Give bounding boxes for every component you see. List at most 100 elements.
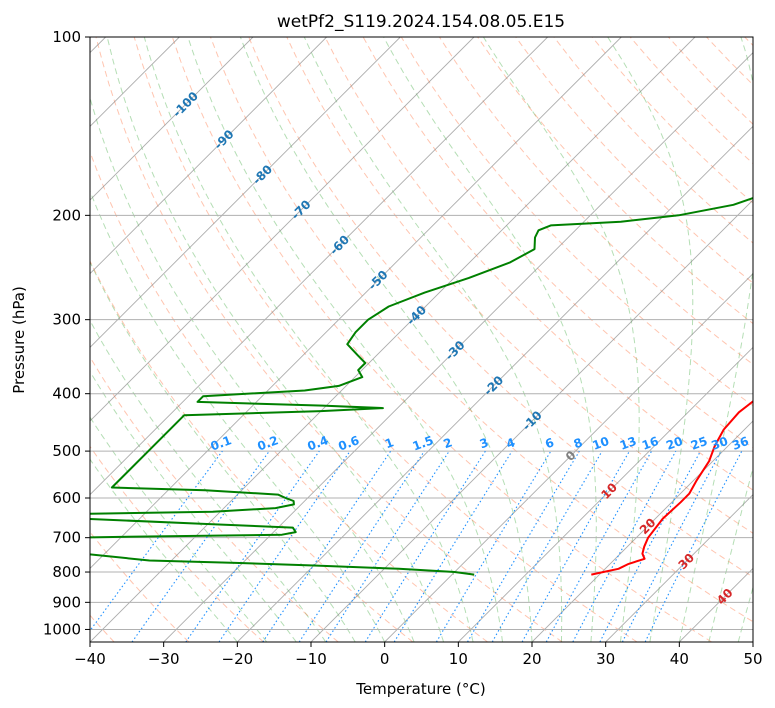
moist-adiabat-line: [737, 585, 753, 642]
mixing-ratio-label: 0.2: [256, 433, 281, 453]
mixing-ratio-line: [90, 450, 223, 632]
x-tick-label: −10: [295, 650, 327, 668]
x-tick-label: 30: [596, 650, 615, 668]
moist-adiabat-line: [90, 416, 268, 642]
dewpoint-profile-line: [90, 196, 753, 576]
moist-adiabat-line: [187, 37, 503, 642]
mixing-ratio-labels: 0.1 0.2 0.4 0.6 1 1.5 2 3 4 6 8 10 13 16 20 25 30 36: [209, 433, 751, 453]
isotherm-line: [90, 37, 327, 275]
moist-adiabat-line: [708, 466, 753, 642]
dry-adiabat-line: [171, 37, 712, 642]
y-axis-label: Pressure (hPa): [10, 286, 28, 394]
x-tick-label: 20: [522, 650, 541, 668]
x-tick-label: 50: [743, 650, 762, 668]
isotherm-line: [531, 420, 753, 642]
x-tick-label: −40: [74, 650, 106, 668]
y-tick-label: 400: [52, 385, 81, 403]
x-tick-label: −20: [222, 650, 254, 668]
mixing-ratio-label: 30: [709, 434, 729, 453]
mixing-ratio-line: [521, 450, 630, 642]
isotherm-line: [237, 125, 753, 642]
moist-adiabat-line: [482, 37, 640, 642]
mixing-ratio-line: [131, 450, 270, 642]
mixing-ratio-line: [572, 450, 677, 642]
dry-adiabat-line: [210, 37, 753, 623]
moist-adiabat-line: [90, 189, 386, 642]
mixing-ratio-line: [185, 450, 320, 642]
mixing-ratio-label: 20: [664, 434, 684, 453]
isotherm-line: [384, 273, 753, 642]
mixing-ratio-label: 13: [618, 434, 638, 453]
mixing-ratio-line: [262, 450, 392, 642]
isotherm-line: [90, 37, 401, 348]
mixing-ratio-line: [298, 450, 425, 642]
y-tick-label: 300: [52, 311, 81, 329]
y-tick-label: 200: [52, 206, 81, 224]
y-tick-label: 700: [52, 529, 81, 547]
y-tick-label: 600: [52, 489, 81, 507]
y-axis-ticks: 100 200 300 400 500 600 700 800 900 1000: [43, 28, 90, 638]
isotherm-line: [90, 37, 254, 201]
isotherm-line: [90, 37, 696, 642]
mixing-ratio-label: 1.5: [411, 433, 436, 453]
isotherm-line: [90, 37, 475, 422]
moist-adiabat-line: [90, 458, 238, 642]
mixing-ratio-line: [325, 450, 450, 642]
x-tick-label: 0: [380, 650, 390, 668]
dry-adiabat-line: [515, 37, 753, 284]
dry-adiabat-line: [133, 37, 638, 642]
y-tick-label: 800: [52, 563, 81, 581]
x-tick-label: 40: [670, 650, 689, 668]
isotherm-line: [310, 199, 753, 642]
moist-adiabat-line: [678, 37, 753, 642]
y-tick-label: 500: [52, 442, 81, 460]
dry-adiabat-line: [248, 37, 753, 578]
temperature-profile-line: [591, 400, 753, 576]
dry-adiabat-line: [95, 37, 563, 642]
moist-adiabat-line: [90, 319, 327, 642]
y-tick-label: 100: [52, 28, 81, 46]
moist-adiabat-line: [90, 260, 356, 642]
mixing-ratio-label: 0.1: [209, 433, 234, 453]
isotherm-line: [163, 52, 753, 642]
mixing-ratio-label: 0.6: [336, 433, 361, 453]
mixing-ratio-line: [218, 450, 351, 642]
dry-adiabat-line: [90, 259, 414, 642]
mixing-ratio-label: 25: [689, 434, 709, 453]
dry-adiabat-line: [324, 37, 753, 491]
isotherm-line: [458, 346, 753, 642]
profile-series: [90, 196, 753, 576]
y-tick-label: 900: [52, 593, 81, 611]
moist-adiabat-line: [239, 37, 533, 642]
dry-adiabat-line: [286, 37, 753, 534]
mixing-ratio-label: 36: [730, 434, 750, 453]
plot-frame: [89, 36, 754, 643]
moist-adiabat-line: [90, 370, 297, 642]
moist-adiabat-line: [607, 37, 694, 642]
x-tick-label: −30: [148, 650, 180, 668]
moist-adiabats: [90, 37, 753, 642]
mixing-ratio-label: 10: [590, 434, 610, 453]
plot-area: [90, 37, 753, 642]
mixing-ratio-lines: [90, 450, 743, 642]
isotherm-line: [605, 494, 753, 642]
mixing-ratio-label: 16: [640, 434, 660, 453]
moist-adiabat-line: [143, 37, 474, 642]
x-tick-label: 10: [449, 650, 468, 668]
isotherm-line: [90, 37, 622, 569]
x-axis-ticks: −40 −30 −20 −10 0 10 20 30 40 50: [74, 642, 763, 668]
mixing-ratio-label: 0.4: [306, 433, 331, 453]
moist-adiabat-line: [106, 37, 445, 642]
x-axis-label: Temperature (°C): [355, 680, 485, 698]
isotherms: [90, 37, 753, 642]
plot-content: [90, 37, 753, 642]
isotherm-line: [90, 37, 548, 496]
mixing-ratio-line: [545, 450, 653, 642]
moist-adiabat-line: [383, 37, 597, 642]
dry-adiabat-line: [90, 356, 339, 642]
mixing-ratio-line: [644, 450, 743, 642]
mixing-ratio-line: [393, 450, 513, 642]
chart-title: wetPf2_S119.2024.154.08.05.E15: [277, 12, 565, 32]
y-tick-label: 1000: [43, 620, 81, 638]
